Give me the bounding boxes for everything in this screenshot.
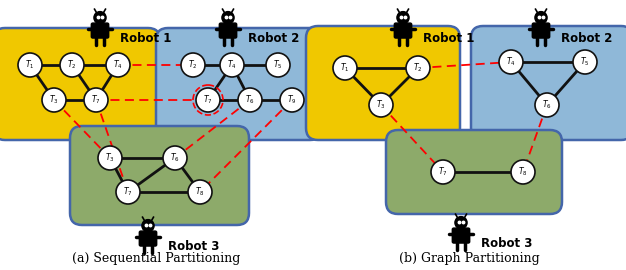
FancyBboxPatch shape (471, 26, 626, 140)
Circle shape (535, 12, 547, 24)
FancyBboxPatch shape (91, 23, 109, 38)
Text: $T_2$: $T_2$ (188, 59, 198, 71)
Text: $T_4$: $T_4$ (113, 59, 123, 71)
Circle shape (238, 88, 262, 112)
Text: $T_7$: $T_7$ (123, 186, 133, 198)
Text: $T_1$: $T_1$ (25, 59, 35, 71)
Circle shape (94, 12, 106, 24)
Text: $T_3$: $T_3$ (376, 99, 386, 111)
FancyBboxPatch shape (156, 28, 322, 140)
FancyBboxPatch shape (306, 26, 460, 140)
Text: (a) Sequential Partitioning: (a) Sequential Partitioning (72, 252, 240, 265)
Circle shape (397, 12, 409, 24)
Circle shape (188, 180, 212, 204)
FancyBboxPatch shape (219, 23, 237, 38)
Text: $T_3$: $T_3$ (105, 152, 115, 164)
FancyBboxPatch shape (140, 231, 156, 246)
Text: $T_6$: $T_6$ (542, 99, 552, 111)
Circle shape (333, 56, 357, 80)
Text: $T_7$: $T_7$ (438, 166, 448, 178)
Text: $T_8$: $T_8$ (195, 186, 205, 198)
Circle shape (116, 180, 140, 204)
Circle shape (181, 53, 205, 77)
Circle shape (84, 88, 108, 112)
Circle shape (18, 53, 42, 77)
Circle shape (535, 93, 559, 117)
FancyBboxPatch shape (394, 23, 412, 38)
FancyBboxPatch shape (532, 23, 550, 38)
Circle shape (499, 50, 523, 74)
Circle shape (280, 88, 304, 112)
Text: Robot 3: Robot 3 (168, 240, 219, 253)
Circle shape (431, 160, 455, 184)
Text: $T_7$: $T_7$ (91, 94, 101, 106)
Text: $T_9$: $T_9$ (287, 94, 297, 106)
Circle shape (142, 220, 154, 232)
Circle shape (98, 146, 122, 170)
Text: (b) Graph Partitioning: (b) Graph Partitioning (399, 252, 540, 265)
Circle shape (455, 217, 467, 229)
Circle shape (369, 93, 393, 117)
Text: $T_6$: $T_6$ (170, 152, 180, 164)
Text: $T_5$: $T_5$ (273, 59, 283, 71)
Circle shape (106, 53, 130, 77)
Circle shape (266, 53, 290, 77)
Text: $T_3$: $T_3$ (49, 94, 59, 106)
Text: $T_4$: $T_4$ (227, 59, 237, 71)
Circle shape (573, 50, 597, 74)
Text: $T_4$: $T_4$ (506, 56, 516, 68)
Circle shape (196, 88, 220, 112)
Circle shape (511, 160, 535, 184)
Text: Robot 1: Robot 1 (120, 32, 172, 45)
Circle shape (222, 12, 234, 24)
FancyBboxPatch shape (453, 228, 470, 243)
Circle shape (60, 53, 84, 77)
Text: $T_5$: $T_5$ (580, 56, 590, 68)
Circle shape (42, 88, 66, 112)
FancyBboxPatch shape (0, 28, 160, 140)
Circle shape (163, 146, 187, 170)
Circle shape (220, 53, 244, 77)
Text: $T_2$: $T_2$ (413, 62, 423, 74)
Text: $T_6$: $T_6$ (245, 94, 255, 106)
FancyBboxPatch shape (386, 130, 562, 214)
FancyBboxPatch shape (70, 126, 249, 225)
Text: Robot 2: Robot 2 (248, 32, 299, 45)
Text: $T_2$: $T_2$ (67, 59, 77, 71)
Text: $T_8$: $T_8$ (518, 166, 528, 178)
Circle shape (406, 56, 430, 80)
Text: $T_7$: $T_7$ (203, 94, 213, 106)
Text: Robot 3: Robot 3 (481, 237, 532, 250)
Text: Robot 1: Robot 1 (423, 32, 475, 45)
Text: Robot 2: Robot 2 (561, 32, 612, 45)
Text: $T_1$: $T_1$ (341, 62, 350, 74)
